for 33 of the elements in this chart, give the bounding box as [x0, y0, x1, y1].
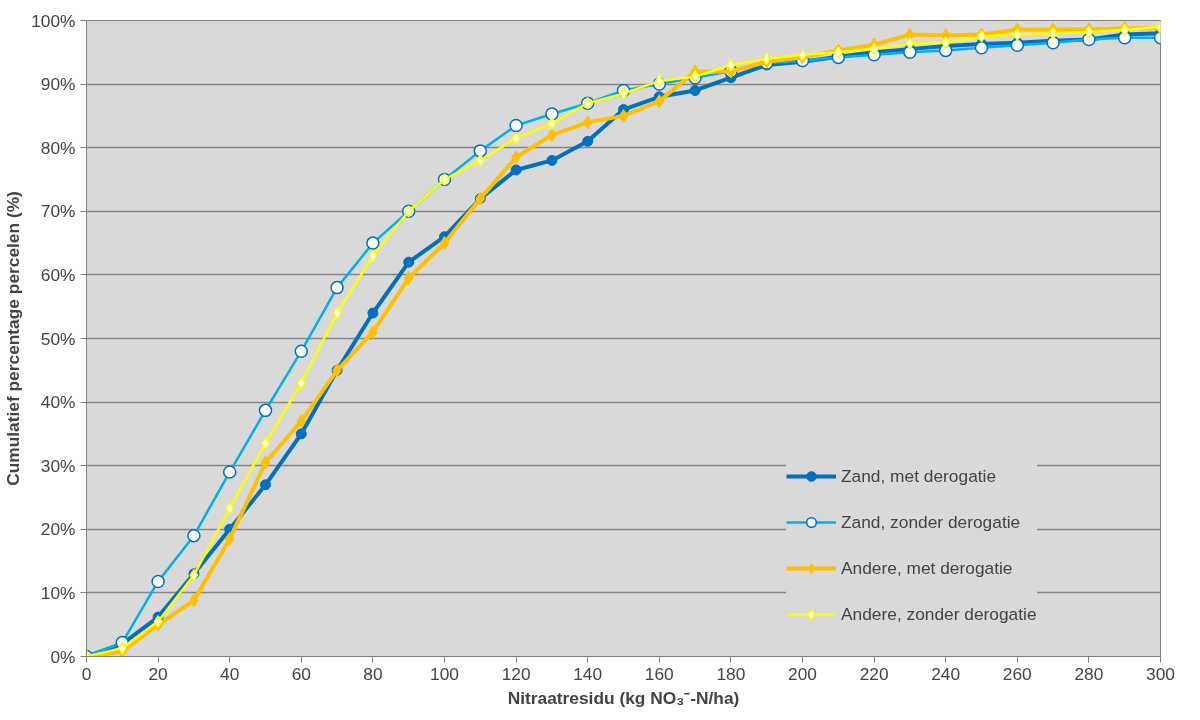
x-tick-label: 160 — [644, 663, 674, 684]
x-tick-label: 0 — [81, 663, 92, 684]
x-tick-label: 80 — [363, 663, 383, 684]
legend-label: Andere, zonder derogatie — [841, 603, 1037, 625]
x-tick-label: 100 — [430, 663, 459, 684]
x-tick-label: 120 — [501, 663, 531, 684]
y-tick-label: 100% — [31, 10, 76, 31]
x-tick-label: 60 — [291, 663, 311, 684]
y-tick-label: 80% — [40, 137, 76, 158]
x-tick-label: 20 — [148, 663, 168, 684]
y-tick-label: 90% — [40, 74, 76, 95]
x-axis-title: Nitraatresidu (kg NO₃⁻-N/ha) — [507, 687, 740, 708]
x-tick-label: 40 — [220, 663, 240, 684]
legend-label: Zand, met derogatie — [841, 465, 997, 487]
y-tick-label: 40% — [40, 392, 76, 413]
y-tick-label: 20% — [40, 519, 76, 540]
x-tick-label: 280 — [1074, 663, 1104, 684]
y-tick-label: 10% — [40, 582, 76, 603]
x-tick-label: 180 — [716, 663, 746, 684]
x-tick-label: 140 — [573, 663, 603, 684]
y-axis-title: Cumulatief percentage percelen (%) — [3, 191, 24, 486]
y-tick-label: 60% — [40, 264, 76, 285]
y-tick-label: 50% — [40, 328, 76, 349]
y-tick-label: 0% — [50, 646, 76, 667]
legend-label: Andere, met derogatie — [841, 557, 1013, 579]
legend-label: Zand, zonder derogatie — [841, 511, 1021, 533]
x-tick-label: 300 — [1146, 663, 1175, 684]
x-tick-label: 200 — [788, 663, 817, 684]
x-tick-label: 220 — [859, 663, 889, 684]
y-tick-label: 30% — [40, 455, 76, 476]
y-tick-label: 70% — [40, 201, 76, 222]
x-tick-label: 260 — [1002, 663, 1032, 684]
x-tick-label: 240 — [931, 663, 961, 684]
